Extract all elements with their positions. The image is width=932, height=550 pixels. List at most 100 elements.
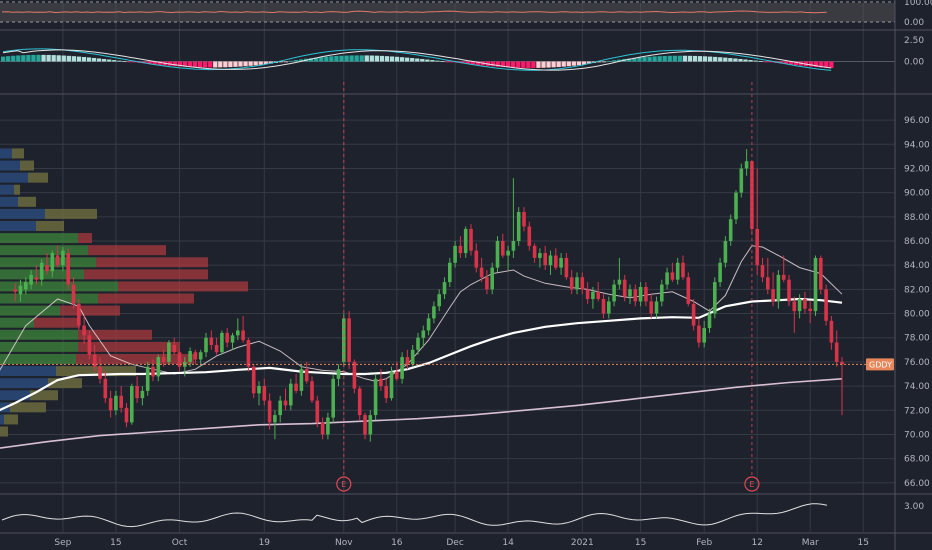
candle[interactable] <box>220 330 224 355</box>
candle[interactable] <box>569 270 574 295</box>
candle[interactable] <box>840 357 844 416</box>
candle[interactable] <box>236 318 240 341</box>
candle[interactable] <box>304 361 309 384</box>
candle[interactable] <box>776 270 781 309</box>
candle[interactable] <box>596 282 600 302</box>
candle[interactable] <box>135 376 139 404</box>
candle[interactable] <box>119 386 123 413</box>
candle[interactable] <box>670 262 675 283</box>
candle[interactable] <box>379 369 383 391</box>
candle[interactable] <box>787 274 791 307</box>
candle[interactable] <box>559 253 563 275</box>
candle[interactable] <box>373 373 378 420</box>
candle[interactable] <box>660 279 664 307</box>
candle[interactable] <box>251 364 256 399</box>
candle[interactable] <box>723 236 728 268</box>
candle[interactable] <box>633 284 638 307</box>
earnings-circle[interactable] <box>744 476 760 492</box>
candle[interactable] <box>114 390 118 416</box>
candle[interactable] <box>458 236 463 258</box>
candle[interactable] <box>384 378 388 404</box>
candle[interactable] <box>357 386 362 420</box>
candle[interactable] <box>145 361 150 396</box>
candle[interactable] <box>527 221 532 251</box>
candle[interactable] <box>13 283 17 302</box>
candle[interactable] <box>29 270 33 290</box>
candle[interactable] <box>548 250 553 275</box>
candle[interactable] <box>617 257 622 290</box>
candle[interactable] <box>681 255 685 280</box>
candle[interactable] <box>124 403 129 428</box>
candle[interactable] <box>744 149 749 176</box>
candle[interactable] <box>755 168 759 275</box>
candle[interactable] <box>294 373 298 394</box>
candle[interactable] <box>485 270 489 295</box>
macd-pane[interactable]: 0.00 2.50 <box>0 36 924 71</box>
earnings-circle[interactable] <box>336 476 352 492</box>
price-axis[interactable]: 66.00 68.00 70.00 72.00 74.00 76.00 78.00 80.00… <box>904 116 930 489</box>
candle[interactable] <box>644 282 648 307</box>
candle[interactable] <box>516 207 521 246</box>
candle[interactable] <box>87 330 92 360</box>
candle[interactable] <box>580 272 585 295</box>
candle[interactable] <box>453 241 457 268</box>
candle[interactable] <box>511 178 516 258</box>
candle[interactable] <box>501 233 505 258</box>
candle[interactable] <box>45 253 49 275</box>
candle[interactable] <box>819 255 823 295</box>
candle[interactable] <box>151 359 155 382</box>
candle[interactable] <box>167 340 171 365</box>
atr-pane[interactable]: 3.00 <box>1 502 924 528</box>
candle[interactable] <box>771 272 775 307</box>
candle[interactable] <box>607 296 611 319</box>
candle[interactable] <box>209 330 214 350</box>
candle[interactable] <box>363 412 367 440</box>
candle[interactable] <box>405 349 410 370</box>
candle[interactable] <box>320 417 325 440</box>
candle[interactable] <box>691 299 696 331</box>
candle[interactable] <box>273 410 277 440</box>
candle[interactable] <box>426 313 431 336</box>
candle[interactable] <box>289 378 293 411</box>
candle[interactable] <box>479 257 484 283</box>
candle[interactable] <box>803 291 807 314</box>
earnings-marker[interactable]: E <box>744 82 760 492</box>
earnings-marker[interactable]: E <box>336 82 352 492</box>
candle[interactable] <box>654 296 659 319</box>
candle[interactable] <box>103 371 108 404</box>
candle[interactable] <box>315 395 320 428</box>
candle[interactable] <box>575 272 579 295</box>
candle[interactable] <box>522 207 526 232</box>
candle[interactable] <box>829 315 834 350</box>
candle[interactable] <box>538 248 542 268</box>
candle[interactable] <box>188 347 192 367</box>
time-axis[interactable]: 17Sep15Oct19Nov16Dec14202115Feb12Mar15 <box>0 538 869 548</box>
candle[interactable] <box>474 243 479 273</box>
candle[interactable] <box>469 224 473 256</box>
candle[interactable] <box>246 337 251 372</box>
candle[interactable] <box>665 267 669 290</box>
candle[interactable] <box>432 301 436 324</box>
candle[interactable] <box>193 349 198 365</box>
candlestick-series[interactable] <box>13 149 844 442</box>
candle[interactable] <box>395 361 399 382</box>
candle[interactable] <box>410 344 415 367</box>
candle[interactable] <box>490 262 494 295</box>
candle[interactable] <box>18 279 23 302</box>
candle[interactable] <box>92 344 97 372</box>
candle[interactable] <box>649 294 653 319</box>
candle[interactable] <box>797 294 802 319</box>
candle[interactable] <box>728 214 733 246</box>
candle[interactable] <box>34 265 39 285</box>
candle[interactable] <box>61 247 65 272</box>
candle[interactable] <box>39 259 44 286</box>
candle[interactable] <box>442 277 447 300</box>
candle[interactable] <box>389 366 394 401</box>
candle[interactable] <box>177 349 182 372</box>
candle[interactable] <box>463 226 468 258</box>
candle[interactable] <box>760 257 765 283</box>
candle[interactable] <box>416 332 420 355</box>
candle[interactable] <box>368 410 373 442</box>
